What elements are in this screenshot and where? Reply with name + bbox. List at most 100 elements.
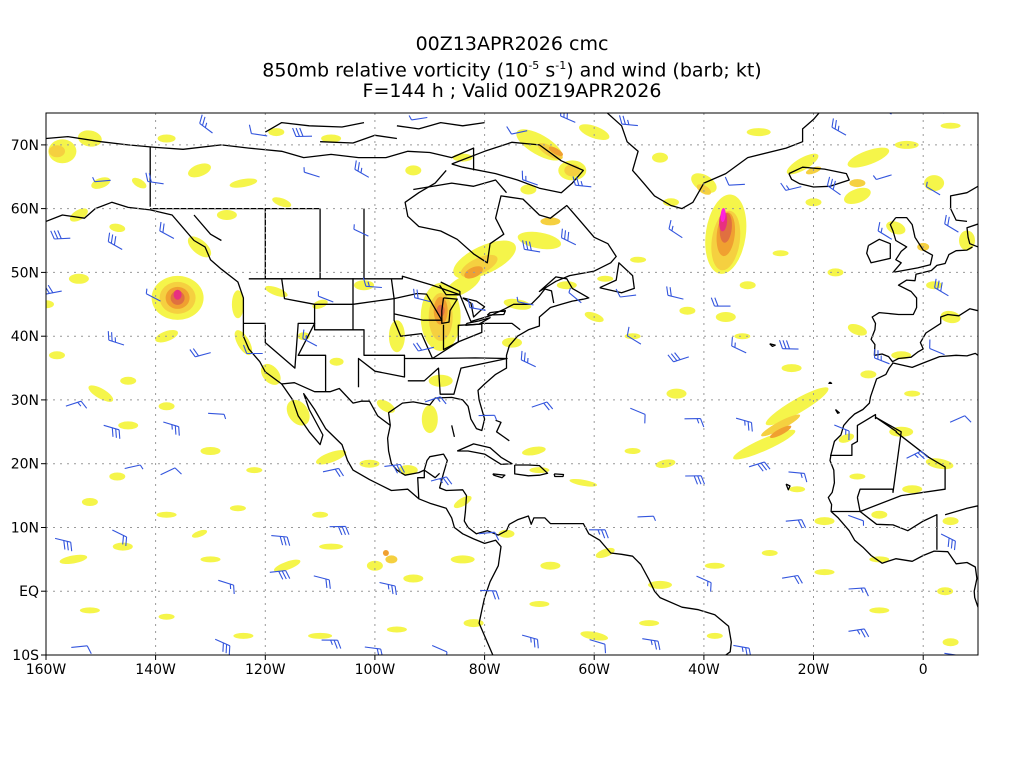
vorticity-contour-low [838, 433, 855, 443]
wind-barb [684, 418, 705, 428]
vorticity-contour-low [733, 429, 796, 460]
title-line-3: F=144 h ; Valid 00Z19APR2026 [362, 80, 662, 103]
barb-feather [204, 122, 208, 128]
barb-feather [357, 162, 360, 172]
barb-feather [710, 297, 716, 307]
barb-staff [728, 183, 745, 186]
barb-feather [494, 415, 498, 421]
wind-barb [160, 467, 182, 476]
wind-barb [145, 172, 164, 185]
wind-barb [248, 124, 268, 137]
wind-barb [572, 176, 592, 188]
y-tick-label: 30N [11, 393, 39, 409]
wind-barb [642, 638, 661, 651]
barb-feather [741, 646, 744, 652]
barb-staff [54, 537, 71, 543]
wind-barb [271, 535, 291, 546]
coast-cuba [456, 443, 513, 465]
wind-barb [50, 230, 71, 240]
barb-staff [46, 290, 62, 295]
wind-barb [353, 224, 369, 237]
barb-feather [700, 475, 706, 485]
barb-feather [826, 176, 831, 186]
barb-feather [697, 475, 702, 485]
vorticity-contour-low [354, 280, 374, 291]
barb-feather [53, 230, 59, 240]
vorticity-contour-low [59, 554, 88, 565]
barb-feather [940, 282, 943, 292]
barb-staff [195, 352, 211, 358]
coast-gulf-caribbean-south-america [386, 425, 732, 655]
vorticity-contour-low [308, 632, 333, 639]
wind-barb [199, 114, 213, 134]
vorticity-contour-low [761, 550, 778, 556]
border-western-sahara [830, 413, 877, 457]
barb-feather [115, 428, 117, 438]
wind-barb [848, 514, 865, 526]
wind-barb [521, 170, 538, 186]
barb-staff [364, 646, 381, 650]
wind-barb [710, 297, 731, 307]
barb-feather [522, 240, 525, 250]
vorticity-contour-low [860, 370, 877, 379]
barb-staff [735, 417, 752, 424]
barb-staff [480, 589, 497, 592]
vorticity-contour-low [639, 620, 660, 627]
barb-staff [418, 346, 435, 352]
border-usa-mexico [281, 382, 391, 426]
barb-feather [225, 644, 228, 654]
wind-barb [589, 639, 607, 654]
y-tick-label: 20N [11, 457, 39, 473]
vorticity-contour-low [902, 485, 923, 494]
barb-feather [122, 535, 125, 545]
wind-barb [478, 414, 498, 421]
title-exp-1: -5 [528, 59, 540, 72]
vorticity-contour-max [436, 304, 445, 317]
vorticity-contour-low [894, 140, 919, 149]
x-tick-label: 40W [688, 662, 720, 678]
coast-puerto-rico [553, 473, 565, 478]
barb-staff [696, 575, 712, 584]
wind-barb [685, 475, 706, 485]
vorticity-contour-low [315, 450, 347, 465]
vorticity-contour-low [229, 505, 246, 512]
barb-feather [299, 127, 304, 137]
barb-staff [251, 133, 268, 137]
barb-feather [439, 478, 444, 484]
vorticity-contour-low [630, 256, 647, 263]
barb-staff [522, 179, 538, 186]
wind-barb [618, 115, 638, 127]
vorticity-contour-low [520, 184, 537, 195]
barb-feather [528, 241, 532, 251]
barb-feather [337, 526, 343, 536]
barb-staff [940, 533, 956, 542]
barb-feather [560, 113, 562, 117]
barb-feather [801, 519, 807, 529]
barb-staff [353, 228, 369, 237]
wind-barb [780, 182, 802, 191]
vorticity-contour-low [118, 421, 139, 430]
barb-staff [949, 415, 966, 423]
vorticity-contour-low [517, 231, 562, 250]
vorticity-contour-low [940, 122, 961, 129]
wind-barb [269, 570, 291, 580]
vorticity-contour-low [648, 580, 672, 589]
barb-feather [947, 216, 950, 226]
barb-staff [785, 519, 802, 522]
coast-victoria-island [264, 121, 365, 133]
barb-feather [803, 473, 808, 483]
wind-barb [313, 575, 331, 589]
coast-greenland [606, 113, 820, 210]
barb-staff [218, 579, 234, 586]
vorticity-contour-low [109, 223, 126, 232]
wind-barb [782, 574, 803, 585]
barb-feather [652, 515, 657, 522]
wind-barb [560, 113, 576, 123]
barb-staff [304, 171, 320, 178]
vorticity-contour-low [765, 387, 829, 426]
barb-feather [964, 415, 972, 423]
barb-feather [831, 118, 834, 128]
barb-feather [604, 529, 609, 539]
barb-staff [54, 237, 71, 240]
